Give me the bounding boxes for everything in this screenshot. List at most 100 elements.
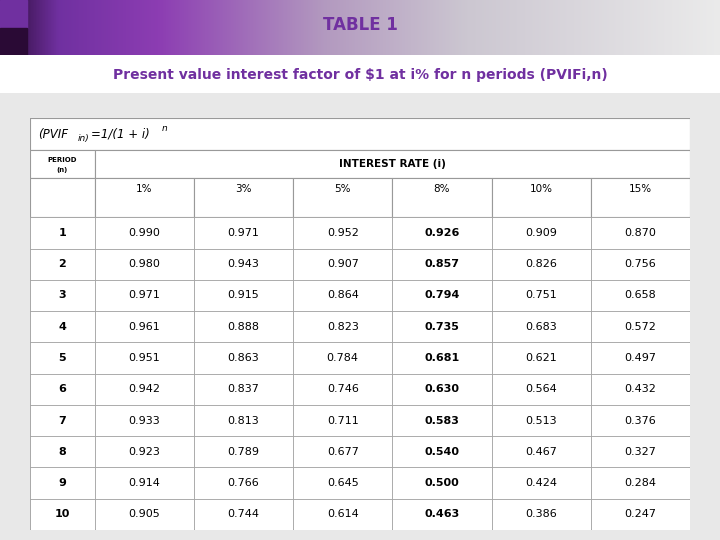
Bar [95, 150, 690, 178]
Bar [95, 499, 194, 530]
Text: 0.923: 0.923 [128, 447, 161, 457]
Bar [194, 280, 293, 311]
Text: 0.735: 0.735 [425, 322, 459, 332]
Text: 0.513: 0.513 [526, 416, 557, 426]
Bar [392, 436, 492, 468]
Text: 3%: 3% [235, 184, 252, 194]
Text: 8: 8 [58, 447, 66, 457]
Bar [194, 499, 293, 530]
Text: 0.467: 0.467 [525, 447, 557, 457]
Text: 0.857: 0.857 [425, 259, 459, 269]
Text: 0.837: 0.837 [228, 384, 259, 394]
Text: in): in) [78, 134, 90, 144]
Bar [492, 499, 591, 530]
Bar [30, 280, 95, 311]
Bar [30, 374, 95, 405]
Bar [591, 311, 690, 342]
Text: 0.907: 0.907 [327, 259, 359, 269]
Text: 15%: 15% [629, 184, 652, 194]
Text: 0.971: 0.971 [128, 291, 161, 300]
Text: INTEREST RATE (i): INTEREST RATE (i) [339, 159, 446, 169]
Text: =1/(1 + i): =1/(1 + i) [91, 127, 150, 140]
Text: 0.376: 0.376 [624, 416, 656, 426]
Bar [591, 178, 690, 217]
Bar [392, 405, 492, 436]
Bar [95, 436, 194, 468]
Bar [492, 311, 591, 342]
Bar [591, 342, 690, 374]
Text: 0.905: 0.905 [128, 509, 160, 519]
Text: (PVIF: (PVIF [38, 127, 68, 140]
Bar [95, 311, 194, 342]
Bar [194, 374, 293, 405]
Bar [492, 374, 591, 405]
Bar [30, 178, 95, 217]
Bar [591, 405, 690, 436]
Text: 0.677: 0.677 [327, 447, 359, 457]
Bar [194, 405, 293, 436]
Text: 0.826: 0.826 [525, 259, 557, 269]
Bar [293, 248, 392, 280]
Bar [492, 342, 591, 374]
Text: 0.980: 0.980 [128, 259, 161, 269]
Bar [293, 436, 392, 468]
Bar [194, 436, 293, 468]
Text: 0.247: 0.247 [624, 509, 657, 519]
Bar [95, 374, 194, 405]
Bar [194, 248, 293, 280]
Text: 0.888: 0.888 [228, 322, 259, 332]
Text: 0.681: 0.681 [424, 353, 459, 363]
Text: 0.658: 0.658 [624, 291, 656, 300]
Bar [591, 468, 690, 499]
Text: 0.952: 0.952 [327, 228, 359, 238]
Bar [293, 178, 392, 217]
Text: 0.746: 0.746 [327, 384, 359, 394]
Bar [392, 217, 492, 248]
Text: TABLE 1: TABLE 1 [323, 16, 397, 33]
Bar [30, 342, 95, 374]
Text: 0.823: 0.823 [327, 322, 359, 332]
Bar [30, 405, 95, 436]
Text: 0.751: 0.751 [526, 291, 557, 300]
Text: 0.870: 0.870 [624, 228, 657, 238]
Bar [392, 468, 492, 499]
Text: 1: 1 [58, 228, 66, 238]
Bar [0, 0, 27, 28]
Bar [293, 311, 392, 342]
Text: 10%: 10% [530, 184, 553, 194]
Text: 0.784: 0.784 [327, 353, 359, 363]
Text: 0.864: 0.864 [327, 291, 359, 300]
Text: 0.756: 0.756 [624, 259, 656, 269]
Bar [492, 468, 591, 499]
Bar [392, 342, 492, 374]
Text: 0.284: 0.284 [624, 478, 657, 488]
Text: Present value interest factor of $1 at i% for n periods (PVIFi,n): Present value interest factor of $1 at i… [112, 68, 608, 82]
Text: 0.789: 0.789 [228, 447, 259, 457]
Bar [492, 217, 591, 248]
Text: 0.540: 0.540 [425, 447, 459, 457]
Bar [30, 311, 95, 342]
Bar [591, 280, 690, 311]
Bar [30, 118, 690, 150]
Text: 0.942: 0.942 [128, 384, 161, 394]
Bar [194, 178, 293, 217]
Bar [591, 374, 690, 405]
Text: PERIOD: PERIOD [48, 157, 77, 163]
Bar [95, 405, 194, 436]
Bar [392, 178, 492, 217]
Text: 6: 6 [58, 384, 66, 394]
Bar [591, 248, 690, 280]
Text: 1%: 1% [136, 184, 153, 194]
Bar [194, 217, 293, 248]
Bar [591, 499, 690, 530]
Bar [293, 342, 392, 374]
Text: 8%: 8% [433, 184, 450, 194]
Text: 0.915: 0.915 [228, 291, 259, 300]
Bar [293, 499, 392, 530]
Text: 0.564: 0.564 [526, 384, 557, 394]
Bar [30, 248, 95, 280]
Bar [293, 280, 392, 311]
Text: 0.645: 0.645 [327, 478, 359, 488]
Text: 0.794: 0.794 [424, 291, 459, 300]
Text: 0.933: 0.933 [128, 416, 160, 426]
